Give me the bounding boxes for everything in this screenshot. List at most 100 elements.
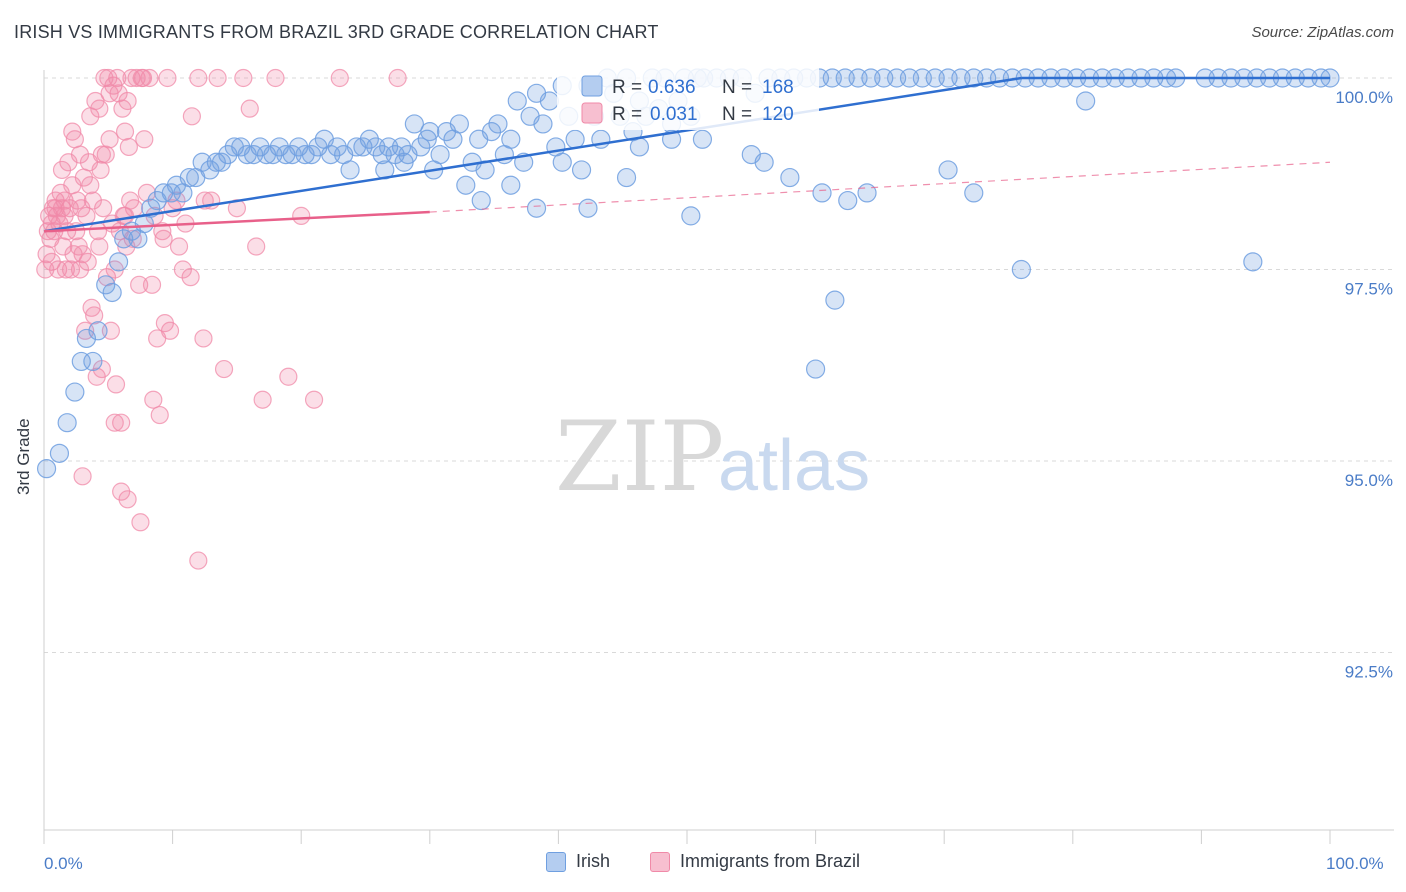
brazil-point <box>100 130 119 149</box>
irish-point <box>838 190 858 211</box>
watermark-atlas: atlas <box>718 426 870 506</box>
x-tick-labels: 0.0% 100.0% <box>44 854 1384 873</box>
irish-point <box>812 183 832 203</box>
brazil-point <box>135 130 154 149</box>
brazil-point <box>304 390 324 409</box>
brazil-point <box>46 199 65 218</box>
brazil-point <box>194 329 213 348</box>
brazil-point <box>118 91 137 111</box>
brazil-point <box>100 84 119 103</box>
brazil-point <box>115 122 135 141</box>
legend-r-label-irish: R = <box>612 77 642 98</box>
irish-point <box>36 459 57 479</box>
irish-point <box>616 167 637 188</box>
brazil-point <box>130 275 149 294</box>
brazil-point <box>78 252 97 271</box>
watermark-zip: ZIP <box>555 401 724 513</box>
irish-point <box>456 175 476 195</box>
brazil-point <box>330 68 349 88</box>
irish-point <box>805 359 826 379</box>
chart-source: Source: ZipAtlas.com <box>1251 24 1394 41</box>
irish-point <box>571 160 592 180</box>
brazil-point <box>63 122 82 141</box>
brazil-point <box>142 275 162 294</box>
y-tick-labels: 100.0% 97.5% 95.0% 92.5% <box>1335 88 1393 682</box>
brazil-point <box>388 68 407 88</box>
legend-n-label-irish: N = <box>722 77 752 98</box>
legend-n-value-irish: 168 <box>762 77 794 98</box>
brazil-point <box>153 222 172 241</box>
irish-point <box>539 91 559 111</box>
irish-point <box>1076 91 1096 111</box>
irish-point <box>552 152 572 172</box>
irish-point <box>1243 252 1263 272</box>
legend-n-value-brazil: 120 <box>762 104 794 125</box>
brazil-point <box>292 206 311 225</box>
y-tick-label-2: 95.0% <box>1345 471 1393 490</box>
irish-point <box>404 114 424 134</box>
irish-point <box>754 152 774 172</box>
brazil-point <box>208 68 227 88</box>
brazil-point <box>112 482 131 501</box>
legend-label-brazil: Immigrants from Brazil <box>679 851 861 871</box>
legend-item-brazil[interactable]: Immigrants from Brazil <box>649 851 861 872</box>
brazil-point <box>131 513 150 532</box>
irish-point <box>857 183 877 203</box>
irish-point <box>681 206 701 226</box>
irish-point <box>526 198 547 218</box>
x-tick-min: 0.0% <box>44 854 83 873</box>
brazil-point <box>154 229 173 248</box>
irish-point <box>76 328 97 349</box>
irish-point <box>340 160 360 180</box>
irish-point <box>411 137 431 157</box>
axes <box>43 70 1394 844</box>
brazil-point <box>90 99 109 118</box>
legend-color-brazil <box>649 851 670 872</box>
chart-title: IRISH VS IMMIGRANTS FROM BRAZIL 3RD GRAD… <box>14 22 659 42</box>
irish-point <box>71 351 91 372</box>
brazil-point <box>160 321 180 340</box>
brazil-point <box>81 176 100 195</box>
trend-lines <box>43 76 1331 233</box>
brazil-point <box>127 68 146 88</box>
irish-point <box>938 160 958 180</box>
irish-point <box>102 282 122 303</box>
irish-point <box>629 137 650 157</box>
irish-point <box>533 114 553 134</box>
brazil-point <box>54 237 73 256</box>
brazil-point <box>279 367 298 386</box>
brazil-point <box>76 321 95 340</box>
irish-point <box>65 382 85 402</box>
irish-point <box>391 137 412 157</box>
irish-point <box>108 252 129 272</box>
legend-item-irish[interactable]: Irish <box>545 851 610 872</box>
brazil-point <box>90 237 109 256</box>
y-tick-label-3: 92.5% <box>1345 663 1393 682</box>
irish-point <box>88 321 108 341</box>
brazil-point <box>240 99 259 118</box>
irish-point <box>488 114 508 134</box>
irish-point <box>825 290 845 310</box>
brazil-point <box>189 68 208 88</box>
brazil-point <box>42 252 61 271</box>
watermark: ZIP atlas <box>555 401 870 513</box>
irish-point <box>1011 259 1031 280</box>
brazil-point <box>83 191 102 210</box>
legend-color-irish <box>545 851 566 872</box>
irish-point <box>179 167 199 188</box>
brazil-point <box>70 260 90 279</box>
brazil-point <box>105 413 124 432</box>
irish-point <box>49 443 70 463</box>
irish-point <box>192 152 212 172</box>
irish-point <box>417 129 437 149</box>
trend-line-brazil <box>43 210 430 233</box>
brazil-point <box>85 306 104 325</box>
irish-point <box>301 145 322 165</box>
legend-r-value-irish: 0.636 <box>648 77 696 98</box>
irish-point <box>420 122 440 142</box>
irish-point <box>507 91 527 111</box>
brazil-point <box>181 268 200 287</box>
irish-point <box>206 152 226 172</box>
irish-point <box>501 175 521 195</box>
